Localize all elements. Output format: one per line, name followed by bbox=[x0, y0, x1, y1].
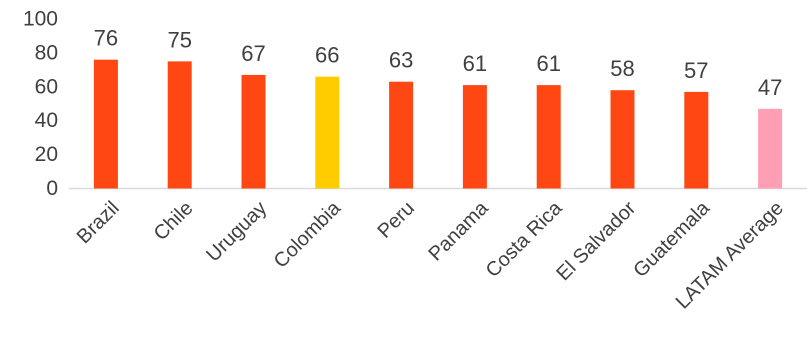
y-tick-label: 80 bbox=[35, 41, 58, 64]
y-tick-label: 20 bbox=[35, 143, 58, 166]
bars bbox=[93, 59, 783, 189]
data-label: 58 bbox=[610, 56, 634, 81]
x-tick-label: Uruguay bbox=[202, 197, 271, 266]
data-label: 67 bbox=[241, 41, 265, 66]
bar bbox=[610, 90, 635, 189]
bar bbox=[315, 76, 340, 189]
data-label: 47 bbox=[758, 75, 782, 100]
data-label: 63 bbox=[389, 48, 413, 73]
bar bbox=[241, 74, 266, 189]
x-tick-label: Colombia bbox=[270, 197, 346, 273]
x-tick-label: Peru bbox=[373, 197, 418, 242]
y-axis: 0 20 40 60 80 100 bbox=[23, 8, 58, 201]
bar bbox=[462, 85, 487, 189]
bar bbox=[389, 81, 414, 189]
data-label: 61 bbox=[536, 51, 560, 76]
data-label: 75 bbox=[167, 27, 191, 52]
bar bbox=[167, 61, 192, 189]
y-tick-label: 0 bbox=[46, 177, 58, 200]
y-tick-label: 100 bbox=[23, 8, 58, 31]
y-tick-label: 60 bbox=[35, 75, 58, 98]
data-label: 66 bbox=[315, 43, 339, 68]
x-tick-label: El Salvador bbox=[552, 197, 640, 285]
y-tick-label: 40 bbox=[35, 109, 58, 132]
bar bbox=[684, 91, 709, 189]
data-label: 76 bbox=[94, 26, 118, 51]
bar bbox=[536, 85, 561, 189]
bar bbox=[758, 108, 783, 189]
x-tick-label: Chile bbox=[150, 197, 198, 245]
x-tick-label: Brazil bbox=[73, 197, 124, 248]
bar bbox=[93, 59, 118, 189]
data-labels: 76 75 67 66 63 61 61 58 57 47 bbox=[94, 26, 783, 100]
x-tick-label: Panama bbox=[424, 197, 493, 266]
data-label: 61 bbox=[463, 51, 487, 76]
data-label: 57 bbox=[684, 58, 708, 83]
